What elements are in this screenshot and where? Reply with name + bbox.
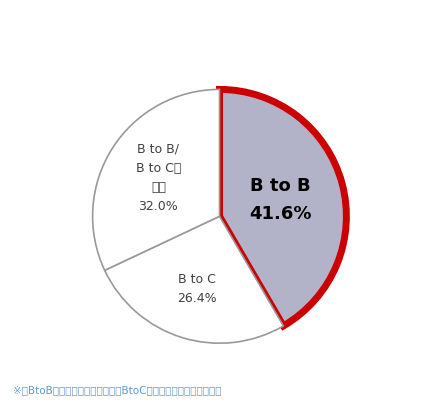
Text: B to B/
B to Cの
両方
32.0%: B to B/ B to Cの 両方 32.0%: [135, 143, 181, 213]
Wedge shape: [104, 216, 283, 343]
Text: [05]  コンテンツマーケティングの実施先: [05] コンテンツマーケティングの実施先: [13, 12, 204, 27]
Text: （単一回答、n＝605）: （単一回答、n＝605）: [333, 41, 425, 54]
Wedge shape: [92, 89, 219, 270]
Text: ※「BtoB」＝企業間の商取引、「BtoC」＝企業と個人間の商取引: ※「BtoB」＝企業間の商取引、「BtoC」＝企業と個人間の商取引: [13, 385, 221, 395]
Text: B to B
41.6%: B to B 41.6%: [249, 177, 311, 222]
Wedge shape: [219, 89, 346, 326]
Text: B to C
26.4%: B to C 26.4%: [177, 273, 216, 305]
